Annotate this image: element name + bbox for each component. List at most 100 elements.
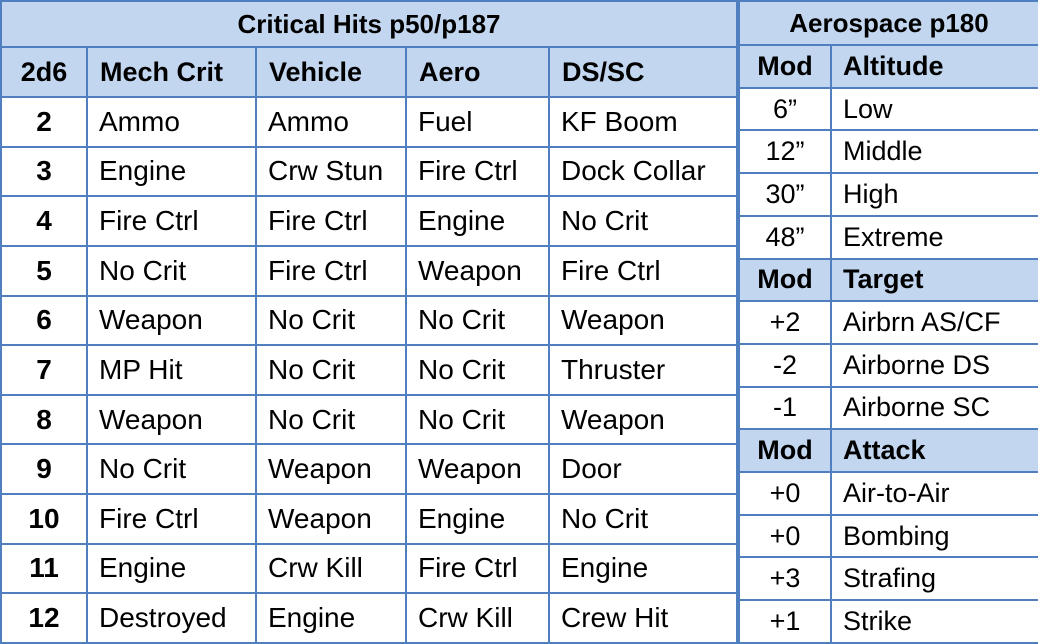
table-row: -2 Airborne DS [738,342,1038,388]
mech-crit-cell: Weapon [86,294,257,347]
vehicle-cell: Weapon [255,493,407,545]
aerospace-table: Aerospace p180 Mod Altitude 6” Low 12” Mid… [737,0,1038,644]
mech-crit-cell: No Crit [86,244,257,297]
aero-cell: No Crit [405,294,550,347]
aero-cell: Crw Kill [405,592,550,644]
roll-cell: 4 [0,195,88,247]
mod-cell: +1 [738,599,832,644]
column-header-ds-sc: DS/SC [548,46,738,98]
mod-cell: +0 [738,471,832,516]
ds-sc-cell: Dock Collar [548,145,738,198]
mod-header: Mod [738,44,832,89]
vehicle-cell: Fire Ctrl [255,195,407,247]
roll-cell: 6 [0,294,88,347]
vehicle-cell: No Crit [255,393,407,446]
critical-hits-header-row: 2d6 Mech Crit Vehicle Aero DS/SC [0,46,738,98]
altitude-cell: Middle [829,129,1038,175]
table-row: 48” Extreme [738,214,1038,260]
target-header: Target [829,257,1038,303]
table-row: 9 No Crit Weapon Weapon Door [0,443,738,495]
table-row: 8 Weapon No Crit No Crit Weapon [0,393,738,446]
critical-hits-title-row: Critical Hits p50/p187 [0,0,738,48]
ds-sc-cell: Crew Hit [548,592,738,644]
ds-sc-cell: Thruster [548,344,738,396]
aero-cell: Engine [405,195,550,247]
roll-cell: 10 [0,493,88,545]
vehicle-cell: No Crit [255,294,407,347]
attack-cell: Strike [829,599,1038,644]
aero-cell: No Crit [405,344,550,396]
column-header-mech-crit: Mech Crit [86,46,257,98]
ds-sc-cell: Weapon [548,393,738,446]
mech-crit-cell: No Crit [86,443,257,495]
aero-cell: Fuel [405,96,550,148]
column-header-aero: Aero [405,46,550,98]
mech-crit-cell: Fire Ctrl [86,195,257,247]
table-row: +1 Strike [738,599,1038,644]
aero-cell: No Crit [405,393,550,446]
mech-crit-cell: MP Hit [86,344,257,396]
table-row: 7 MP Hit No Crit No Crit Thruster [0,344,738,396]
table-row: +0 Air-to-Air [738,471,1038,516]
table-row: +0 Bombing [738,513,1038,559]
mech-crit-cell: Engine [86,145,257,198]
aero-cell: Weapon [405,244,550,297]
critical-hits-table: Critical Hits p50/p187 2d6 Mech Crit Veh… [0,0,738,644]
critical-hits-title: Critical Hits p50/p187 [0,0,738,48]
vehicle-cell: Crw Kill [255,542,407,595]
mech-crit-cell: Ammo [86,96,257,148]
attack-cell: Strafing [829,556,1038,602]
roll-cell: 5 [0,244,88,297]
ds-sc-cell: No Crit [548,493,738,545]
ds-sc-cell: Fire Ctrl [548,244,738,297]
aerospace-title-row: Aerospace p180 [737,0,1038,46]
table-row: 6 Weapon No Crit No Crit Weapon [0,294,738,347]
roll-cell: 9 [0,443,88,495]
table-row: +2 Airbrn AS/CF [738,300,1038,345]
mod-cell: 30” [738,172,832,217]
vehicle-cell: Engine [255,592,407,644]
aero-cell: Fire Ctrl [405,542,550,595]
table-row: 6” Low [738,86,1038,132]
mod-cell: +2 [738,300,832,345]
roll-cell: 7 [0,344,88,396]
roll-cell: 8 [0,393,88,446]
roll-cell: 2 [0,96,88,148]
target-cell: Airborne DS [829,342,1038,388]
mech-crit-cell: Weapon [86,393,257,446]
mod-cell: 12” [738,129,832,175]
vehicle-cell: Fire Ctrl [255,244,407,297]
aero-cell: Engine [405,493,550,545]
mod-cell: -1 [738,385,832,431]
mech-crit-cell: Destroyed [86,592,257,644]
attack-cell: Air-to-Air [829,471,1038,516]
column-header-2d6: 2d6 [0,46,88,98]
vehicle-cell: Weapon [255,443,407,495]
vehicle-cell: Crw Stun [255,145,407,198]
altitude-cell: Low [829,86,1038,132]
mod-cell: 6” [738,86,832,132]
table-row: 12” Middle [738,129,1038,175]
attack-header: Attack [829,428,1038,474]
altitude-cell: Extreme [829,214,1038,260]
table-row: 5 No Crit Fire Ctrl Weapon Fire Ctrl [0,244,738,297]
altitude-header: Altitude [829,44,1038,89]
table-row: 11 Engine Crw Kill Fire Ctrl Engine [0,542,738,595]
vehicle-cell: Ammo [255,96,407,148]
aero-cell: Fire Ctrl [405,145,550,198]
aero-cell: Weapon [405,443,550,495]
altitude-cell: High [829,172,1038,217]
roll-cell: 12 [0,592,88,644]
target-header-row: Mod Target [738,257,1038,303]
mod-cell: +0 [738,513,832,559]
ds-sc-cell: Engine [548,542,738,595]
ds-sc-cell: KF Boom [548,96,738,148]
vehicle-cell: No Crit [255,344,407,396]
roll-cell: 3 [0,145,88,198]
table-row: 10 Fire Ctrl Weapon Engine No Crit [0,493,738,545]
mod-cell: 48” [738,214,832,260]
attack-header-row: Mod Attack [738,428,1038,474]
target-cell: Airbrn AS/CF [829,300,1038,345]
target-cell: Airborne SC [829,385,1038,431]
aerospace-title: Aerospace p180 [737,0,1038,46]
